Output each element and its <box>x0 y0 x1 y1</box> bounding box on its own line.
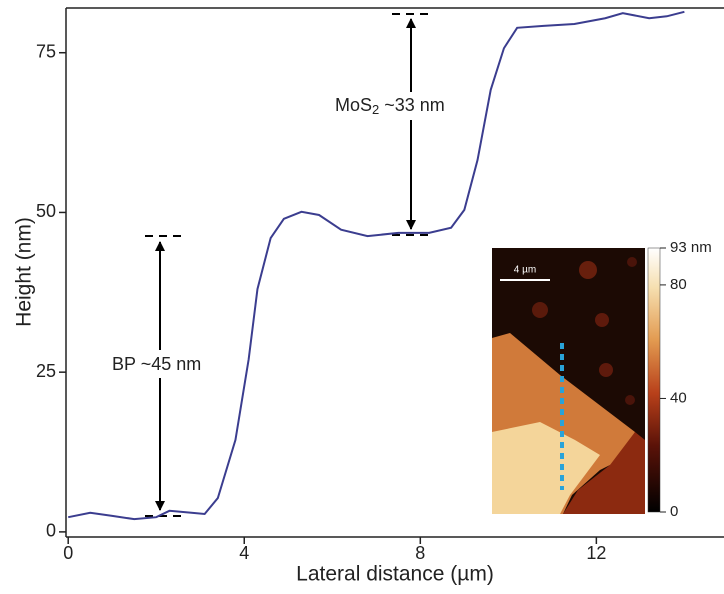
x-tick-label: 12 <box>586 543 606 563</box>
annotation-part: MoS <box>335 95 372 115</box>
annotation-part: ~33 nm <box>379 95 445 115</box>
y-tick-label: 25 <box>36 361 56 381</box>
colorbar-tick-label: 80 <box>670 276 687 293</box>
x-axis-label: Lateral distance (µm) <box>296 563 494 586</box>
annotation-arrows <box>145 14 432 516</box>
x-tick-label: 4 <box>239 543 249 563</box>
afm-inset <box>492 248 660 514</box>
annotation-sub: 2 <box>372 102 379 117</box>
y-axis-label: Height (nm) <box>13 217 36 327</box>
x-tick-label: 8 <box>415 543 425 563</box>
y-tick-label: 75 <box>36 41 56 61</box>
scale-bar-label: 4 µm <box>514 265 536 276</box>
y-tick-label: 0 <box>46 521 56 541</box>
annotation: BP ~45 nm <box>112 354 201 374</box>
y-tick-label: 50 <box>36 201 56 221</box>
annotation: MoS2 ~33 nm <box>335 95 445 118</box>
chart: BP ~45 nm MoS2 ~33 nm 4 µm Lateral dista… <box>0 0 724 589</box>
colorbar-tick-label: 40 <box>670 389 687 406</box>
x-tick-label: 0 <box>63 543 73 563</box>
colorbar-tick-label: 0 <box>670 503 678 520</box>
colorbar-tick-label: 93 nm <box>670 239 712 256</box>
